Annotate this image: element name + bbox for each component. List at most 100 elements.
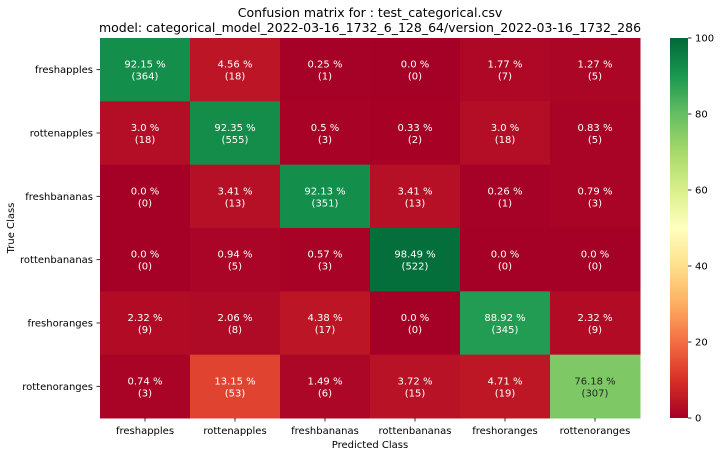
cell-count-label: (307) <box>582 388 609 399</box>
heatmap-cell <box>460 101 551 166</box>
cell-percent-label: 2.32 % <box>128 313 163 324</box>
heatmap-cell <box>280 291 371 356</box>
cell-count-label: (7) <box>498 72 512 83</box>
cell-percent-label: 92.35 % <box>214 123 255 134</box>
y-tick-label: freshapples <box>35 65 93 76</box>
cell-count-label: (0) <box>498 262 512 273</box>
x-tick-label: rottenoranges <box>560 426 631 437</box>
cell-count-label: (0) <box>408 72 422 83</box>
chart-title: Confusion matrix for : test_categorical.… <box>238 5 503 20</box>
cell-count-label: (15) <box>405 388 426 399</box>
heatmap-cell <box>460 38 551 102</box>
heatmap-cell <box>370 354 461 419</box>
heatmap-cell <box>460 354 551 419</box>
cell-count-label: (1) <box>498 198 512 209</box>
y-tick-label: rottenoranges <box>22 382 93 393</box>
heatmap-cell <box>190 101 281 166</box>
heatmap-cell <box>100 101 191 166</box>
cell-percent-label: 2.06 % <box>218 313 253 324</box>
cell-count-label: (8) <box>228 325 242 336</box>
cell-percent-label: 2.32 % <box>578 313 613 324</box>
cell-percent-label: 13.15 % <box>214 376 255 387</box>
cell-count-label: (5) <box>588 72 602 83</box>
cell-count-label: (0) <box>588 262 602 273</box>
cell-count-label: (3) <box>588 198 602 209</box>
colorbar-tick-label: 0 <box>695 414 701 425</box>
heatmap-cell <box>550 38 641 102</box>
cell-percent-label: 3.41 % <box>398 186 433 197</box>
heatmap-cell <box>280 227 371 292</box>
heatmap-cell <box>190 354 281 419</box>
heatmap-cell <box>280 101 371 166</box>
cell-count-label: (9) <box>588 325 602 336</box>
y-tick-label: rottenapples <box>30 128 93 139</box>
heatmap-cell <box>100 227 191 292</box>
cell-count-label: (3) <box>318 135 332 146</box>
cell-count-label: (3) <box>138 388 152 399</box>
heatmap-cell <box>100 38 191 102</box>
heatmap-cell <box>190 164 281 229</box>
colorbar-tick-label: 40 <box>695 262 708 273</box>
heatmap-cell <box>550 227 641 292</box>
cell-percent-label: 4.38 % <box>308 313 343 324</box>
cell-percent-label: 0.0 % <box>131 250 160 261</box>
colorbar <box>670 38 688 418</box>
heatmap-cell <box>100 291 191 356</box>
cell-percent-label: 0.5 % <box>311 123 340 134</box>
heatmap-cell <box>280 354 371 419</box>
x-tick-label: rottenapples <box>203 426 266 437</box>
heatmap-cell <box>460 227 551 292</box>
cell-percent-label: 3.72 % <box>398 376 433 387</box>
cell-count-label: (17) <box>315 325 336 336</box>
cell-percent-label: 88.92 % <box>484 313 525 324</box>
cell-count-label: (0) <box>138 198 152 209</box>
cell-percent-label: 0.0 % <box>131 186 160 197</box>
cell-count-label: (18) <box>225 72 246 83</box>
cell-percent-label: 0.0 % <box>491 250 520 261</box>
heatmap-cell <box>460 164 551 229</box>
heatmap-cell <box>550 101 641 166</box>
heatmap-cell <box>100 164 191 229</box>
cell-count-label: (345) <box>492 325 519 336</box>
x-tick-label: rottenbananas <box>379 426 452 437</box>
colorbar-tick-label: 100 <box>695 34 714 45</box>
heatmap-cells: 92.15 %(364)4.56 %(18)0.25 %(1)0.0 %(0)1… <box>100 38 641 419</box>
heatmap-cell <box>550 354 641 419</box>
heatmap-cell <box>190 227 281 292</box>
cell-percent-label: 76.18 % <box>574 376 615 387</box>
cell-count-label: (13) <box>225 198 246 209</box>
heatmap-cell <box>370 291 461 356</box>
heatmap-cell <box>190 38 281 102</box>
colorbar-ticks: 0 20 40 60 80 100 <box>688 34 714 425</box>
y-axis-ticks: freshapples rottenapples freshbananas rotte… <box>20 65 100 393</box>
heatmap-cell <box>550 291 641 356</box>
cell-count-label: (13) <box>405 198 426 209</box>
x-tick-label: freshoranges <box>472 426 538 437</box>
x-tick-label: freshapples <box>116 426 174 437</box>
cell-count-label: (53) <box>225 388 246 399</box>
chart-subtitle: model: categorical_model_2022-03-16_1732… <box>99 20 641 35</box>
x-tick-label: freshbananas <box>291 426 359 437</box>
cell-count-label: (555) <box>222 135 249 146</box>
y-axis-label: True Class <box>6 203 17 255</box>
x-axis-label: Predicted Class <box>332 440 408 451</box>
cell-percent-label: 1.77 % <box>488 60 523 71</box>
cell-percent-label: 4.56 % <box>218 60 253 71</box>
cell-count-label: (9) <box>138 325 152 336</box>
cell-count-label: (5) <box>588 135 602 146</box>
heatmap-cell <box>280 164 371 229</box>
cell-percent-label: 1.27 % <box>578 60 613 71</box>
heatmap-cell <box>280 38 371 102</box>
cell-percent-label: 92.15 % <box>124 60 165 71</box>
cell-percent-label: 0.0 % <box>401 60 430 71</box>
cell-percent-label: 0.83 % <box>578 123 613 134</box>
cell-count-label: (3) <box>318 262 332 273</box>
colorbar-tick-label: 60 <box>695 186 708 197</box>
heatmap-cell <box>190 291 281 356</box>
cell-percent-label: 3.0 % <box>491 123 520 134</box>
cell-percent-label: 0.79 % <box>578 186 613 197</box>
colorbar-tick-label: 20 <box>695 338 708 349</box>
cell-count-label: (5) <box>228 262 242 273</box>
heatmap-cell <box>100 354 191 419</box>
cell-percent-label: 0.0 % <box>581 250 610 261</box>
